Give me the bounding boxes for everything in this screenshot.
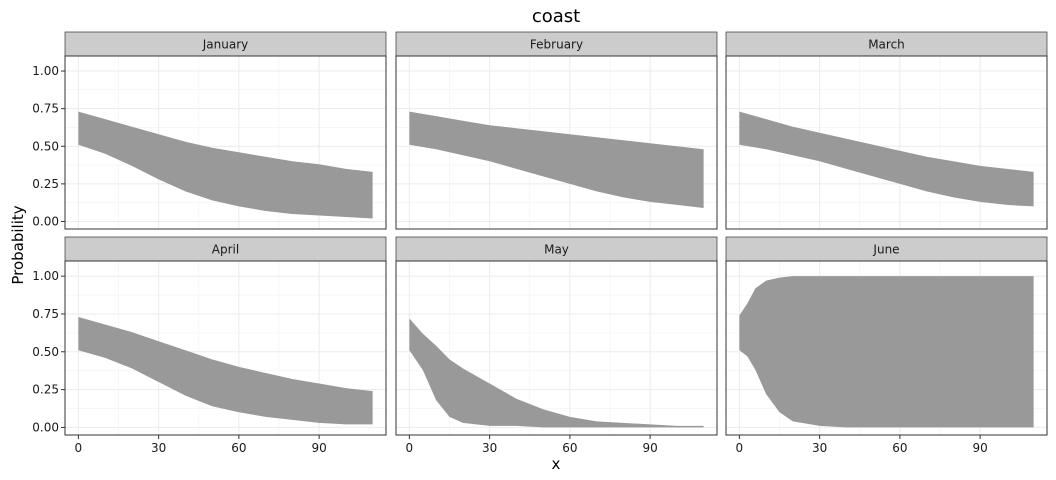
- y-tick-label: 1.00: [32, 64, 59, 78]
- strip-background: [64, 31, 387, 57]
- panel-grid: January 0.00 0.25 0.50 0.75 1.00 February March…: [32, 31, 1048, 455]
- probability-ribbon: [409, 111, 704, 208]
- strip-background: [725, 31, 1048, 57]
- x-tick-label: 60: [892, 441, 907, 455]
- panel-border: [64, 260, 387, 436]
- y-tick-label: 1.00: [32, 269, 59, 283]
- panel-may: May 0 30 60 90: [395, 236, 718, 455]
- chart-title: coast: [532, 6, 580, 27]
- x-tick-label: 30: [482, 441, 497, 455]
- probability-ribbon: [78, 111, 373, 219]
- y-tick-label: 0.00: [32, 214, 59, 228]
- probability-ribbon: [78, 316, 373, 425]
- x-tick-label: 30: [812, 441, 827, 455]
- x-tick-label: 90: [311, 441, 326, 455]
- probability-ribbon: [409, 318, 704, 428]
- strip-label: May: [544, 243, 569, 257]
- strip-background: [64, 236, 387, 262]
- strip-label: February: [530, 38, 583, 52]
- x-tick-label: 90: [642, 441, 657, 455]
- y-tick-label: 0.75: [32, 307, 59, 321]
- strip-label: March: [868, 38, 905, 52]
- probability-ribbon: [739, 111, 1034, 207]
- x-tick-label: 60: [231, 441, 246, 455]
- panel-june: June 0 30 60 90: [725, 236, 1048, 455]
- panel-january: January 0.00 0.25 0.50 0.75 1.00: [32, 31, 387, 230]
- y-tick-label: 0.75: [32, 102, 59, 116]
- y-tick-label: 0.50: [32, 139, 59, 153]
- panel-border: [725, 260, 1048, 436]
- x-tick-label: 0: [406, 441, 414, 455]
- panel-border: [395, 260, 718, 436]
- panel-march: March: [725, 31, 1048, 230]
- y-tick-label: 0.50: [32, 345, 59, 359]
- strip-label: April: [212, 243, 239, 257]
- x-tick-label: 60: [562, 441, 577, 455]
- panel-border: [725, 55, 1048, 230]
- y-tick-label: 0.25: [32, 177, 59, 191]
- y-tick-label: 0.00: [32, 420, 59, 434]
- strip-background: [395, 236, 718, 262]
- x-tick-label: 0: [736, 441, 744, 455]
- strip-label: January: [202, 38, 249, 52]
- y-axis-title: Probability: [9, 205, 27, 284]
- panel-border: [64, 55, 387, 230]
- x-tick-label: 90: [972, 441, 987, 455]
- probability-ribbon: [739, 276, 1034, 428]
- strip-background: [725, 236, 1048, 262]
- strip-background: [395, 31, 718, 57]
- panel-april: April 0.00 0.25 0.50 0.75 1.00 0 30 60 90: [32, 236, 387, 455]
- panel-february: February: [395, 31, 718, 230]
- panel-border: [395, 55, 718, 230]
- x-tick-label: 30: [151, 441, 166, 455]
- strip-label: June: [872, 243, 899, 257]
- x-tick-label: 0: [75, 441, 83, 455]
- y-tick-label: 0.25: [32, 383, 59, 397]
- x-axis-title: x: [552, 455, 561, 473]
